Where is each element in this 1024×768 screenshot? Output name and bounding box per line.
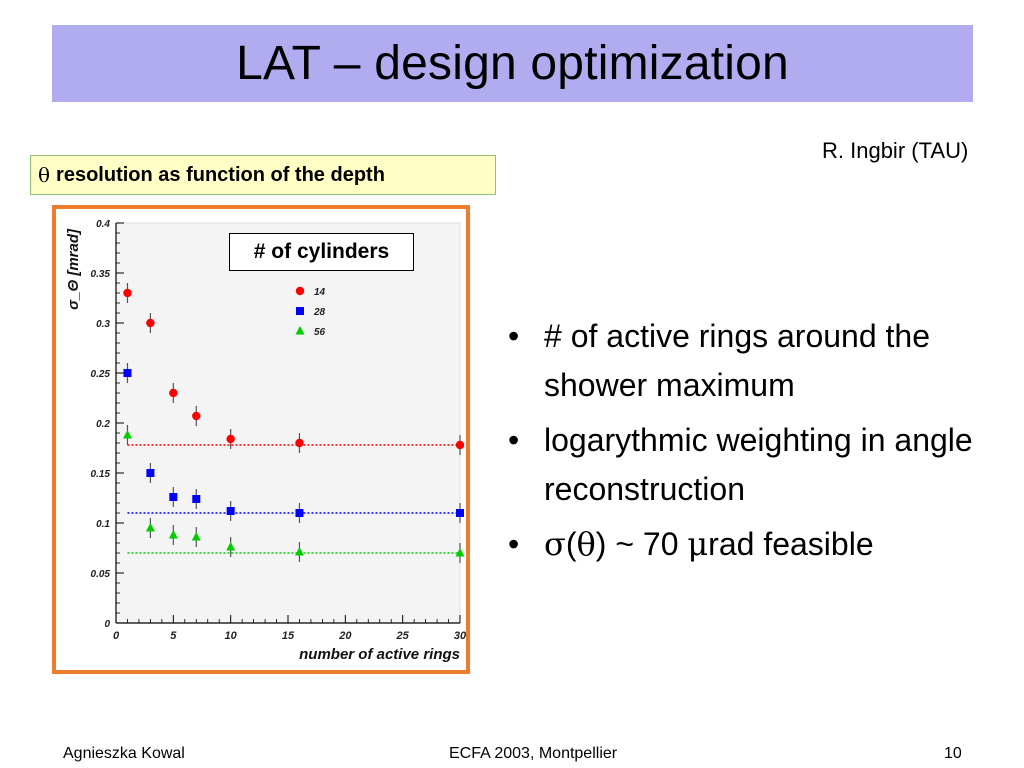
y-tick-label: 0.35: [91, 269, 111, 280]
legend-label-28: 28: [313, 307, 326, 318]
point-28: [226, 507, 235, 515]
author-credit: R. Ingbir (TAU): [822, 138, 969, 163]
point-56: [122, 430, 132, 439]
legend-marker-14: [295, 286, 305, 296]
point-28: [295, 509, 304, 517]
bullet-list: • # of active rings around the shower ma…: [508, 312, 998, 575]
point-28: [169, 493, 178, 501]
y-tick-label: 0.2: [96, 419, 110, 430]
point-14: [123, 288, 132, 298]
point-56: [226, 542, 236, 551]
plot-frame: 0 0.05 0.1 0.15 0.2 0.25 0.3 0.35 0.4 0 5 10 15 20 25 3…: [52, 205, 470, 674]
point-28: [146, 469, 155, 477]
point-28: [192, 495, 201, 503]
x-tick-label: 30: [454, 630, 466, 642]
x-tick-label: 5: [170, 630, 177, 642]
x-tick-label: 20: [338, 630, 352, 642]
point-14: [455, 440, 465, 450]
bullet-marker: •: [508, 318, 520, 354]
point-56: [145, 523, 155, 532]
legend-label-14: 14: [314, 287, 326, 298]
bullet-item: • σ(θ) ~ 70 μrad feasible: [508, 520, 998, 569]
y-tick-label: 0.3: [96, 319, 110, 330]
slide-number: 10: [944, 745, 962, 762]
point-56: [168, 530, 178, 539]
bullet-text-mid: ) ~ 70: [595, 526, 688, 562]
x-tick-label: 25: [396, 630, 410, 642]
point-28: [456, 509, 464, 517]
bullet-text: logarythmic weighting in angle reconstru…: [544, 422, 973, 507]
point-56: [294, 547, 304, 556]
point-14: [226, 434, 235, 444]
bullet-text-tail: rad feasible: [708, 526, 874, 562]
plot-area-bg: [115, 222, 461, 624]
legend-label-56: 56: [314, 327, 326, 338]
bullet-item: • logarythmic weighting in angle reconst…: [508, 416, 998, 514]
x-tick-label: 15: [282, 630, 295, 642]
fit-lines: [127, 444, 460, 554]
bullet-marker: •: [508, 422, 520, 458]
point-28: [123, 369, 132, 377]
bullet-marker: •: [508, 526, 520, 562]
y-tick-label: 0.05: [91, 569, 111, 580]
point-14: [146, 318, 155, 328]
legend-marker-56: [295, 326, 305, 335]
point-14: [192, 411, 201, 421]
point-56: [191, 532, 201, 541]
legend-marker-28: [296, 307, 304, 315]
title-bar: LAT – design optimization: [52, 25, 973, 102]
chart-axes: 0 0.05 0.1 0.15 0.2 0.25 0.3 0.35 0.4 0 5 10 15 20 25 3…: [65, 219, 467, 663]
legend-title: # of cylinders: [253, 240, 390, 263]
bullet-text: # of active rings around the shower maxi…: [544, 318, 931, 403]
bullet-text-open: (: [565, 526, 577, 562]
point-14: [169, 388, 178, 398]
legend-marks: 14 28 56: [295, 286, 326, 338]
data-marks: [122, 283, 465, 563]
y-tick-label: 0.4: [96, 219, 110, 230]
footer-event: ECFA 2003, Montpellier: [449, 745, 618, 762]
x-axis-label: number of active rings: [299, 646, 460, 663]
mu-symbol: μ: [687, 525, 709, 563]
caption-text: resolution as function of the depth: [56, 163, 385, 186]
y-tick-label: 0.25: [91, 369, 111, 380]
slide-title: LAT – design optimization: [236, 37, 789, 90]
plot-caption: θ resolution as function of the depth: [30, 155, 496, 195]
y-axis-label: σ_Θ [mrad]: [65, 228, 82, 310]
point-56: [455, 548, 465, 557]
x-tick-label: 10: [225, 630, 238, 642]
y-tick-label: 0.1: [96, 519, 110, 530]
resolution-chart: 0 0.05 0.1 0.15 0.2 0.25 0.3 0.35 0.4 0 5 10 15 20 25 3…: [65, 219, 467, 663]
y-tick-label: 0: [104, 619, 110, 630]
y-tick-label: 0.15: [91, 469, 111, 480]
sigma-symbol: σ: [544, 525, 566, 563]
legend-title-box: # of cylinders: [229, 233, 414, 271]
theta-symbol: θ: [576, 525, 596, 563]
theta-symbol: θ: [38, 163, 51, 187]
bullet-item: • # of active rings around the shower ma…: [508, 312, 998, 410]
footer-author: Agnieszka Kowal: [63, 745, 185, 762]
x-tick-label: 0: [113, 630, 120, 642]
point-14: [295, 438, 304, 448]
